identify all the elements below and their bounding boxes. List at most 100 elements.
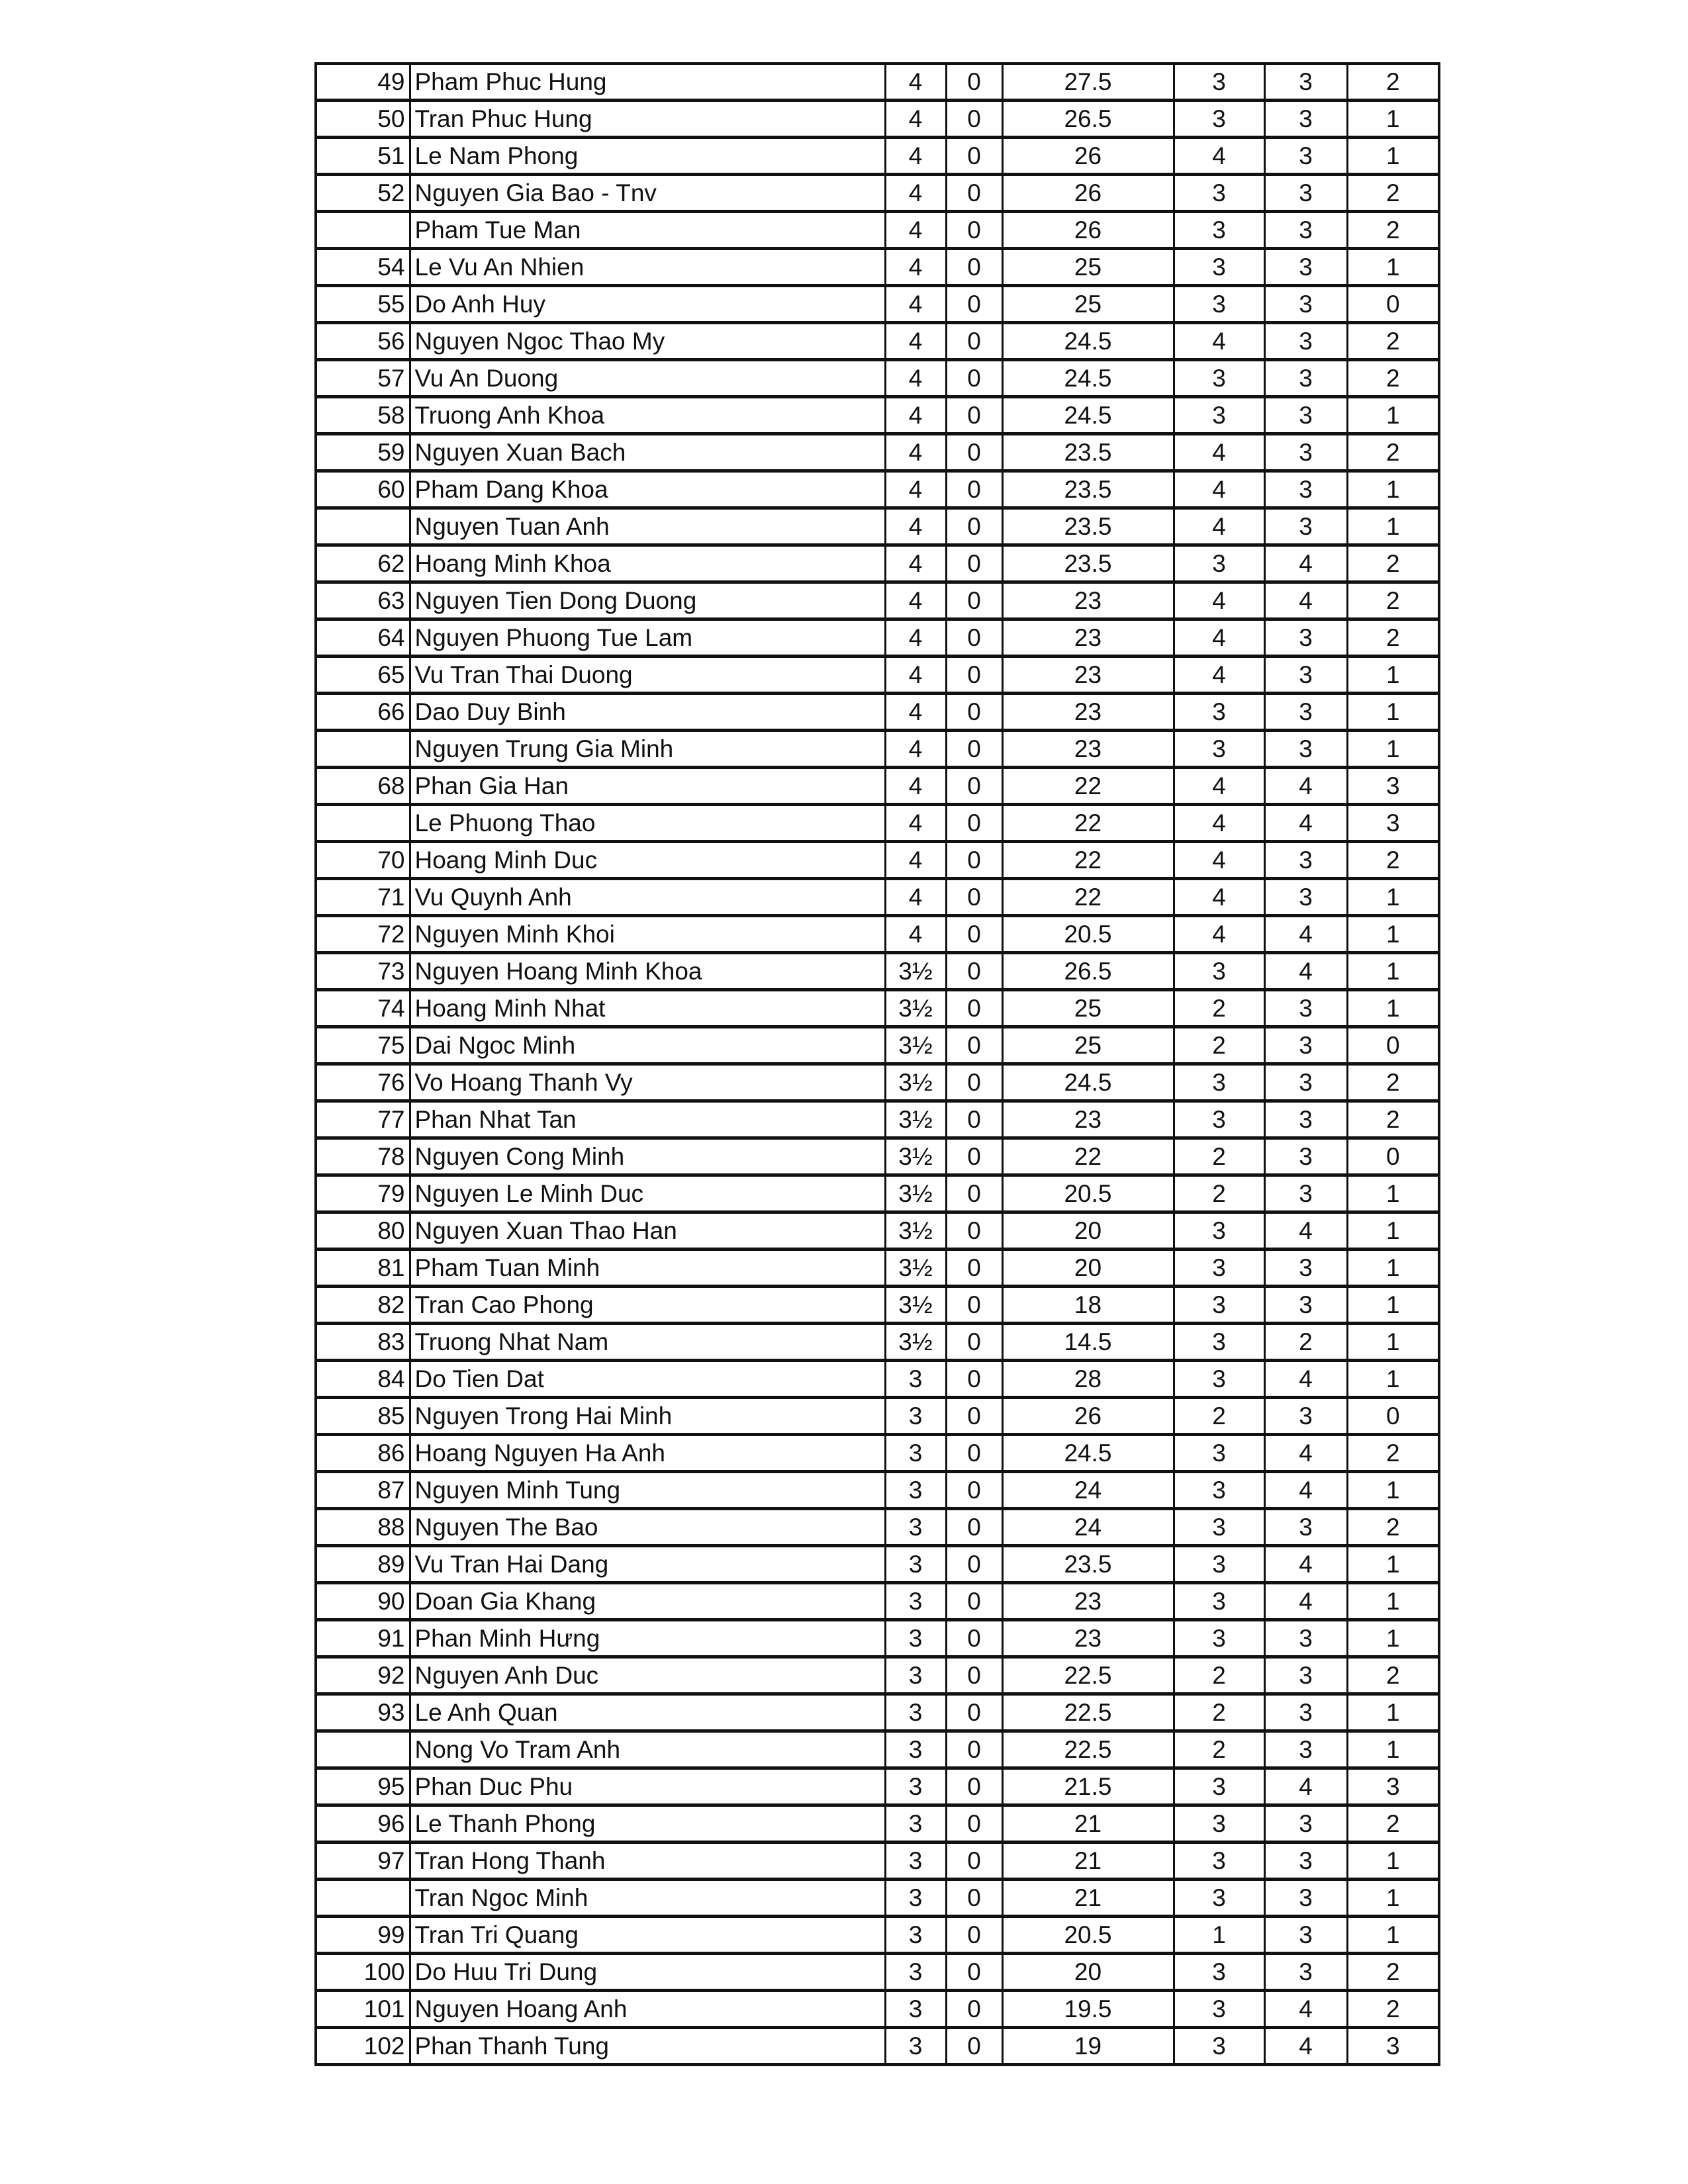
points-cell: 3 [884,1471,947,1510]
col-6-cell: 4 [1172,471,1266,510]
col-4-cell: 0 [945,1138,1004,1177]
col-4-cell: 0 [945,1805,1004,1844]
col-5-cell: 20 [1001,1212,1175,1251]
player-name-cell: Do Anh Huy [408,285,886,324]
rank-cell: 50 [314,100,411,139]
col-5-cell: 27.5 [1001,64,1175,102]
col-7-cell: 4 [1263,2027,1348,2066]
col-7-cell: 4 [1263,1990,1348,2029]
col-8-cell: 1 [1346,878,1440,917]
table-row: 88 Nguyen The Bao 3 0 24 3 3 2 [314,1508,1440,1547]
points-cell: 3½ [884,1138,947,1177]
col-8-cell: 1 [1346,1360,1440,1399]
col-5-cell: 20 [1001,1953,1175,1992]
points-cell: 3 [884,1508,947,1547]
table-row: 85 Nguyen Trong Hai Minh 3 0 26 2 3 0 [314,1397,1440,1436]
col-5-cell: 28 [1001,1360,1175,1399]
col-5-cell: 20 [1001,1249,1175,1288]
col-6-cell: 3 [1172,2027,1266,2066]
col-4-cell: 0 [945,1026,1004,1066]
col-8-cell: 3 [1346,2027,1440,2066]
col-5-cell: 20.5 [1001,915,1175,954]
col-6-cell: 3 [1172,359,1266,398]
table-row: Le Phuong Thao 4 0 22 4 4 3 [314,804,1440,843]
col-6-cell: 3 [1172,1768,1266,1807]
table-row: 73 Nguyen Hoang Minh Khoa 3½ 0 26.5 3 4 1 [314,952,1440,991]
col-5-cell: 23.5 [1001,545,1175,584]
col-4-cell: 0 [945,1545,1004,1584]
player-name-cell: Pham Tuan Minh [408,1249,886,1288]
rank-cell: 73 [314,952,411,991]
col-6-cell: 3 [1172,1101,1266,1140]
col-5-cell: 26 [1001,174,1175,213]
col-7-cell: 4 [1263,952,1348,991]
col-5-cell: 26.5 [1001,100,1175,139]
player-name-cell: Le Phuong Thao [408,804,886,843]
col-6-cell: 4 [1172,582,1266,621]
col-6-cell: 3 [1172,174,1266,213]
col-7-cell: 3 [1263,248,1348,287]
points-cell: 4 [884,285,947,324]
col-8-cell: 1 [1346,248,1440,287]
points-cell: 4 [884,767,947,806]
player-name-cell: Phan Minh Hưng [408,1619,886,1659]
player-name-cell: Truong Nhat Nam [408,1323,886,1362]
col-7-cell: 3 [1263,174,1348,213]
col-4-cell: 0 [945,1286,1004,1325]
col-8-cell: 1 [1346,1249,1440,1288]
col-5-cell: 20.5 [1001,1175,1175,1214]
points-cell: 4 [884,137,947,176]
col-5-cell: 20.5 [1001,1916,1175,1955]
col-5-cell: 21.5 [1001,1768,1175,1807]
col-8-cell: 1 [1346,1842,1440,1881]
rank-cell: 88 [314,1508,411,1547]
table-row: 52 Nguyen Gia Bao - Tnv 4 0 26 3 3 2 [314,174,1440,213]
col-7-cell: 3 [1263,396,1348,435]
player-name-cell: Do Huu Tri Dung [408,1953,886,1992]
table-row: 59 Nguyen Xuan Bach 4 0 23.5 4 3 2 [314,433,1440,473]
table-row: 54 Le Vu An Nhien 4 0 25 3 3 1 [314,248,1440,287]
points-cell: 3½ [884,1323,947,1362]
col-6-cell: 3 [1172,211,1266,250]
rank-cell: 86 [314,1434,411,1473]
player-name-cell: Nguyen Trong Hai Minh [408,1397,886,1436]
table-row: 75 Dai Ngoc Minh 3½ 0 25 2 3 0 [314,1026,1440,1066]
col-6-cell: 4 [1172,767,1266,806]
rank-cell [314,211,411,250]
col-8-cell: 1 [1346,656,1440,695]
points-cell: 3 [884,1657,947,1696]
col-6-cell: 2 [1172,1138,1266,1177]
col-8-cell: 3 [1346,1768,1440,1807]
player-name-cell: Pham Tue Man [408,211,886,250]
player-name-cell: Nguyen The Bao [408,1508,886,1547]
rank-cell: 70 [314,841,411,880]
table-row: 56 Nguyen Ngoc Thao My 4 0 24.5 4 3 2 [314,322,1440,361]
col-8-cell: 1 [1346,1323,1440,1362]
col-7-cell: 3 [1263,1138,1348,1177]
table-row: 92 Nguyen Anh Duc 3 0 22.5 2 3 2 [314,1657,1440,1696]
col-5-cell: 23 [1001,730,1175,769]
player-name-cell: Le Vu An Nhien [408,248,886,287]
col-4-cell: 0 [945,64,1004,102]
col-7-cell: 3 [1263,1657,1348,1696]
col-6-cell: 4 [1172,915,1266,954]
player-name-cell: Phan Nhat Tan [408,1101,886,1140]
col-5-cell: 22.5 [1001,1694,1175,1733]
table-row: 62 Hoang Minh Khoa 4 0 23.5 3 4 2 [314,545,1440,584]
player-name-cell: Nguyen Ngoc Thao My [408,322,886,361]
col-6-cell: 4 [1172,804,1266,843]
player-name-cell: Le Thanh Phong [408,1805,886,1844]
col-8-cell: 2 [1346,1101,1440,1140]
player-name-cell: Nguyen Hoang Anh [408,1990,886,2029]
col-6-cell: 3 [1172,730,1266,769]
points-cell: 4 [884,730,947,769]
points-cell: 3½ [884,1175,947,1214]
points-cell: 3 [884,1619,947,1659]
col-5-cell: 25 [1001,248,1175,287]
col-7-cell: 3 [1263,322,1348,361]
col-6-cell: 4 [1172,619,1266,658]
col-8-cell: 1 [1346,471,1440,510]
col-7-cell: 3 [1263,359,1348,398]
points-cell: 3 [884,1360,947,1399]
points-cell: 4 [884,471,947,510]
